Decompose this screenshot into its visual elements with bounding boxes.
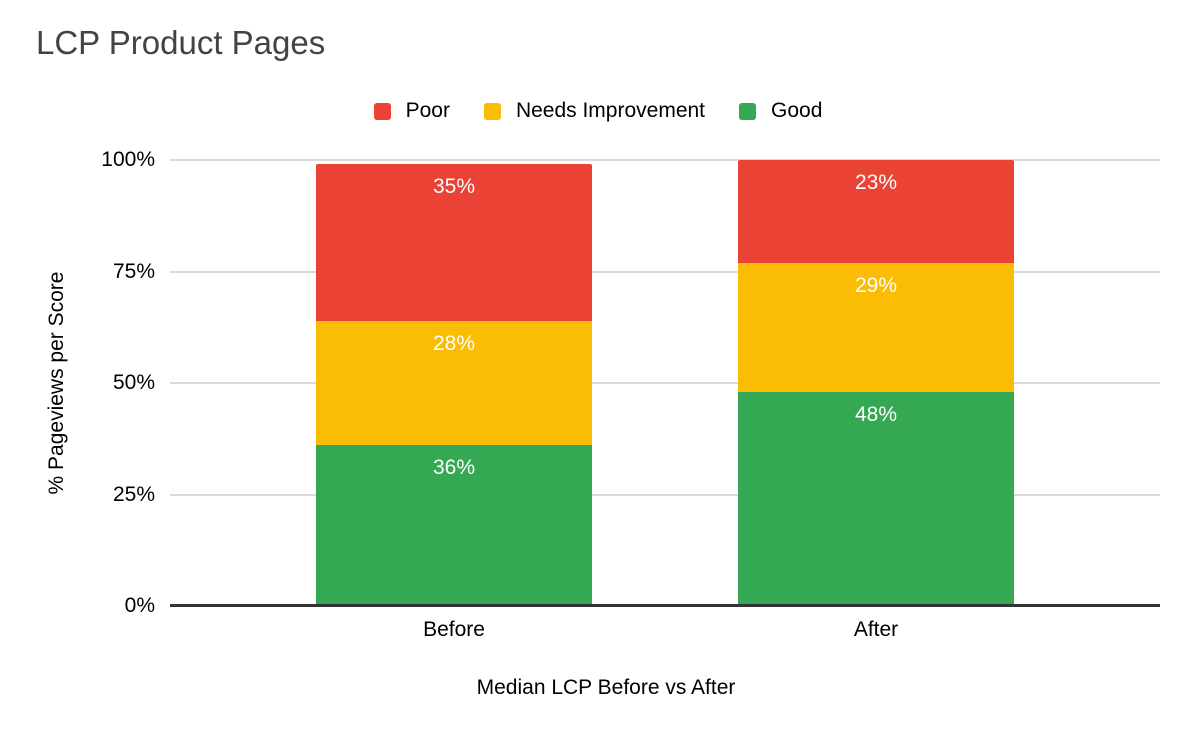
bar-value-label: 23% bbox=[854, 171, 898, 194]
legend-item-poor: Poor bbox=[373, 99, 450, 123]
x-axis-baseline bbox=[170, 604, 1160, 607]
bar-segment-good-before: 36% bbox=[316, 445, 592, 606]
legend-swatch-poor bbox=[373, 102, 391, 120]
x-tick-label-after: After bbox=[853, 618, 899, 641]
y-tick-label-100: 100% bbox=[101, 148, 155, 171]
gridline-75 bbox=[170, 270, 1160, 273]
bar-segment-needs-improvement-before: 28% bbox=[316, 320, 592, 446]
x-axis-title: Median LCP Before vs After bbox=[476, 676, 736, 699]
bar-segment-needs-improvement-after: 29% bbox=[738, 262, 1014, 392]
bar-value-label: 36% bbox=[432, 456, 476, 480]
legend-item-needs-improvement: Needs Improvement bbox=[483, 99, 706, 123]
legend-label: Needs Improvement bbox=[515, 99, 706, 122]
gridline-50 bbox=[170, 382, 1160, 384]
y-tick-label-25: 25% bbox=[112, 482, 155, 506]
legend-swatch-needs-improvement bbox=[483, 102, 501, 120]
gridline-25 bbox=[170, 493, 1160, 496]
bar-segment-poor-before: 35% bbox=[316, 164, 592, 321]
legend-swatch-good bbox=[739, 102, 757, 120]
bar-value-label: 48% bbox=[854, 402, 898, 426]
chart-title: LCP Product Pages bbox=[36, 24, 326, 61]
bar-value-label: 28% bbox=[432, 331, 476, 355]
bar-segment-poor-after: 23% bbox=[738, 160, 1014, 263]
bar-value-label: 29% bbox=[854, 273, 898, 297]
legend-item-good: Good bbox=[739, 99, 822, 123]
y-tick-label-0: 0% bbox=[124, 594, 155, 617]
bar-value-label: 35% bbox=[432, 175, 476, 199]
y-tick-label-75: 75% bbox=[112, 259, 155, 283]
plot-area: 36% 28% 35% 48% 29% 23% bbox=[170, 159, 1160, 607]
legend-label: Good bbox=[771, 99, 823, 122]
x-tick-label-before: Before bbox=[423, 618, 485, 641]
y-tick-label-50: 50% bbox=[112, 371, 155, 394]
bar-segment-good-after: 48% bbox=[738, 391, 1014, 606]
legend: Poor Needs Improvement Good bbox=[0, 99, 1196, 123]
gridline-100 bbox=[170, 159, 1160, 161]
legend-label: Poor bbox=[405, 99, 450, 122]
